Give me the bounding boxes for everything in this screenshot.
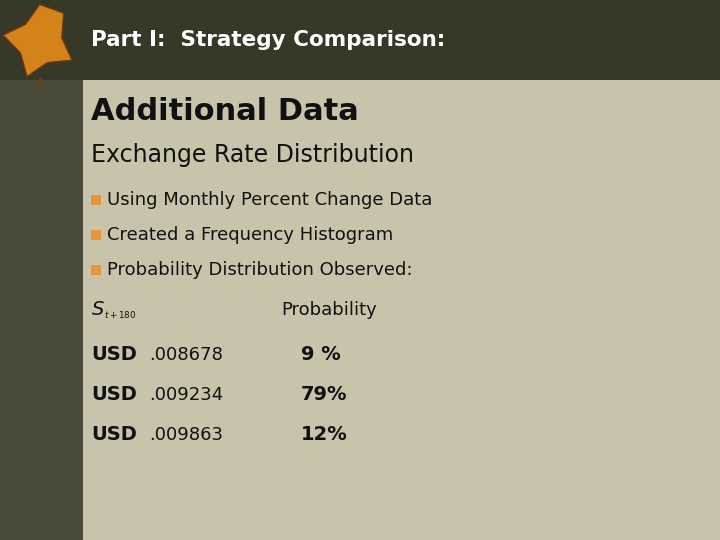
Bar <box>91 195 101 205</box>
Text: 12%: 12% <box>301 426 348 444</box>
Text: $_{t+180}$: $_{t+180}$ <box>104 308 136 321</box>
Text: USD: USD <box>91 386 137 404</box>
Text: Created a Frequency Histogram: Created a Frequency Histogram <box>107 226 393 244</box>
Text: .009863: .009863 <box>149 426 222 444</box>
Text: Part I:  Strategy Comparison:: Part I: Strategy Comparison: <box>91 30 445 50</box>
Bar <box>91 230 101 240</box>
Text: Additional Data: Additional Data <box>91 97 359 126</box>
Bar <box>91 265 101 275</box>
Text: .009234: .009234 <box>149 386 223 404</box>
Text: USD: USD <box>91 346 137 365</box>
Text: Exchange Rate Distribution: Exchange Rate Distribution <box>91 143 414 167</box>
Text: $S$: $S$ <box>91 300 104 320</box>
Text: Using Monthly Percent Change Data: Using Monthly Percent Change Data <box>107 191 432 209</box>
Text: .008678: .008678 <box>149 346 222 364</box>
Bar <box>0 0 83 540</box>
Polygon shape <box>4 4 72 76</box>
Text: Probability: Probability <box>281 301 377 319</box>
Text: 9 %: 9 % <box>301 346 341 365</box>
Text: USD: USD <box>91 426 137 444</box>
Text: Probability Distribution Observed:: Probability Distribution Observed: <box>107 261 413 279</box>
Text: 79%: 79% <box>301 386 347 404</box>
Bar <box>0 0 720 80</box>
